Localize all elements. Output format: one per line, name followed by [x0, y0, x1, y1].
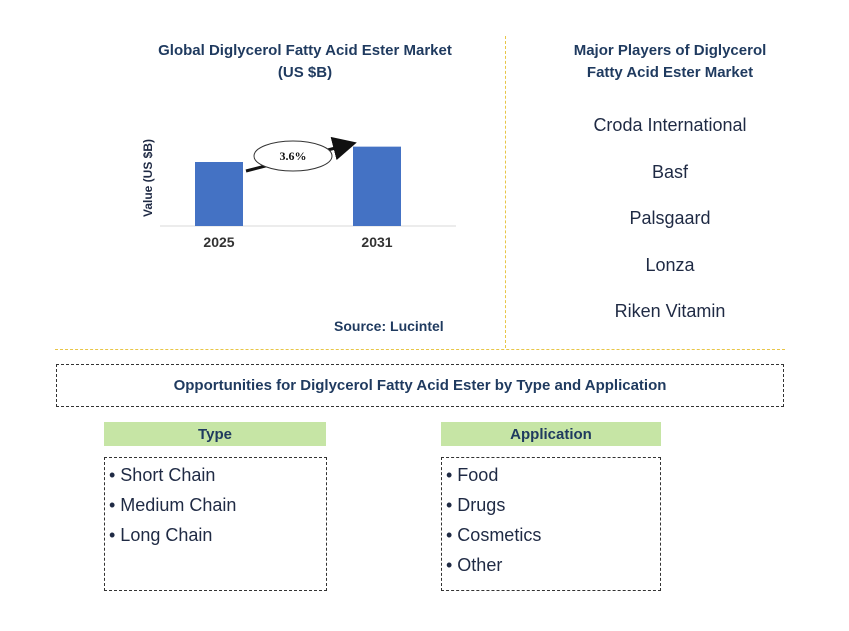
players-list: Croda International Basf Palsgaard Lonza…	[530, 110, 810, 343]
cagr-label: 3.6%	[280, 149, 307, 163]
bar-2025	[195, 162, 243, 226]
players-title-line-1: Major Players of Diglycerol	[573, 42, 767, 59]
type-item: • Medium Chain	[109, 495, 237, 515]
bar-chart: Value (US $B) 3.6% 2025 2031	[141, 136, 456, 250]
application-item: • Other	[446, 555, 503, 575]
type-list: • Short Chain • Medium Chain • Long Chai…	[104, 457, 327, 591]
application-item: • Cosmetics	[446, 525, 542, 545]
source-label: Source: Lucintel	[334, 318, 444, 334]
player-item: Croda International	[593, 115, 747, 135]
horizontal-divider	[55, 349, 785, 350]
vertical-divider	[505, 36, 506, 348]
y-axis-label: Value (US $B)	[141, 139, 155, 217]
player-item: Palsgaard	[629, 208, 711, 228]
bars-layer	[195, 146, 401, 226]
type-item: • Long Chain	[109, 525, 213, 545]
chart-title: Global Diglycerol Fatty Acid Ester Marke…	[120, 40, 490, 84]
x-tick-label: 2025	[203, 234, 234, 250]
players-title-line-2: Fatty Acid Ester Market	[586, 64, 754, 81]
chart-title-line-2: (US $B)	[277, 64, 333, 81]
application-list: • Food • Drugs • Cosmetics • Other	[441, 457, 661, 591]
application-item: • Food	[446, 465, 499, 485]
opportunities-title: Opportunities for Diglycerol Fatty Acid …	[56, 364, 784, 407]
bar-2031	[353, 146, 401, 226]
player-item: Lonza	[645, 254, 695, 275]
type-header: Type	[104, 422, 326, 446]
cagr-ellipse	[253, 140, 333, 172]
x-tick-label: 2031	[361, 234, 392, 250]
player-item: Basf	[651, 161, 689, 182]
application-header: Application	[441, 422, 661, 446]
type-item: • Short Chain	[109, 465, 216, 485]
chart-title-line-1: Global Diglycerol Fatty Acid Ester Marke…	[158, 42, 452, 59]
ticks-layer: 2025 2031	[203, 234, 392, 250]
players-title: Major Players of Diglycerol Fatty Acid E…	[530, 40, 810, 84]
player-item: Riken Vitamin	[614, 301, 726, 321]
application-item: • Drugs	[446, 495, 506, 515]
